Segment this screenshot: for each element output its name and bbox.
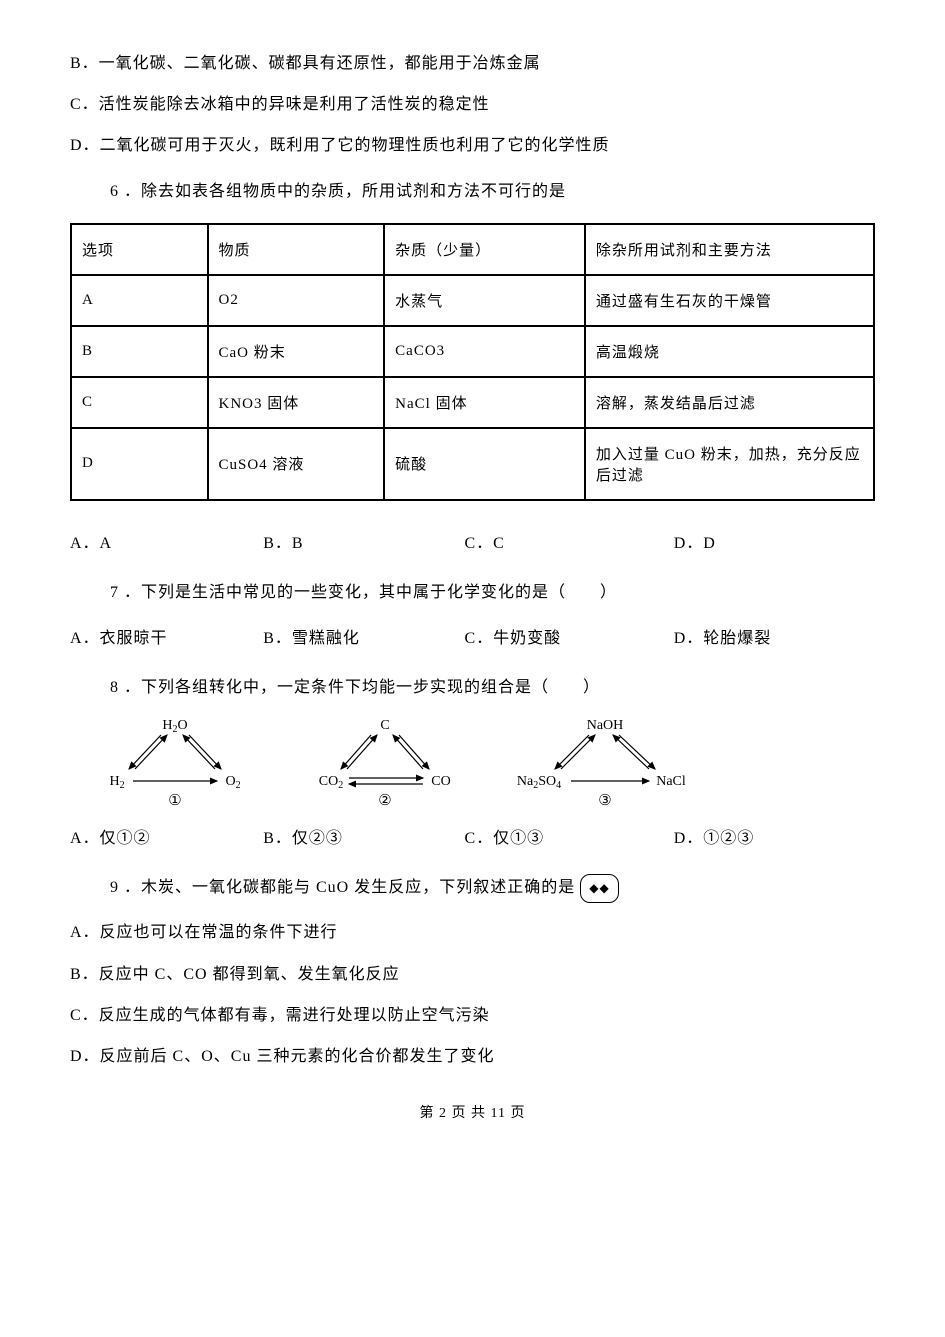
q8-diagrams: H2O H2 O2 ① C — [70, 715, 875, 810]
table-header: 选项 — [71, 224, 208, 275]
diagram-1: H2O H2 O2 ① — [70, 715, 280, 810]
diagram-label: ② — [378, 793, 391, 809]
diagram-3: NaOH Na2SO4 NaCl ③ — [490, 715, 720, 810]
table-cell: 通过盛有生石灰的干燥管 — [585, 275, 874, 326]
q6-options: A．A B．B C．C D．D — [70, 529, 875, 553]
svg-text:Na2SO4: Na2SO4 — [517, 774, 561, 791]
triangle-diagram-icon: C CO2 CO ② — [305, 715, 465, 810]
q7-options: A．衣服晾干 B．雪糕融化 C．牛奶变酸 D．轮胎爆裂 — [70, 624, 875, 648]
diagram-2: C CO2 CO ② — [280, 715, 490, 810]
q8-prompt: 8 ．下列各组转化中，一定条件下均能一步实现的组合是（ ） — [110, 670, 875, 705]
svg-text:CO2: CO2 — [319, 774, 343, 791]
table-cell: NaCl 固体 — [384, 377, 585, 428]
table-cell: CaCO3 — [384, 326, 585, 377]
diagram-label: ① — [168, 793, 181, 809]
table-row: C KNO3 固体 NaCl 固体 溶解，蒸发结晶后过滤 — [71, 377, 874, 428]
difficulty-marker-icon: ◆◆ — [580, 874, 618, 902]
q9-prompt: 9 ．木炭、一氧化碳都能与 CuO 发生反应，下列叙述正确的是 ◆◆ — [110, 870, 875, 905]
svg-text:H2: H2 — [109, 774, 124, 791]
table-cell: O2 — [208, 275, 385, 326]
q8-option-d: D．①②③ — [674, 824, 875, 848]
q5-option-c: C．活性炭能除去冰箱中的异味是利用了活性炭的稳定性 — [70, 87, 875, 122]
q8-option-c: C．仅①③ — [464, 824, 673, 848]
q7-option-d: D．轮胎爆裂 — [674, 624, 875, 648]
table-cell: 加入过量 CuO 粉末，加热，充分反应后过滤 — [585, 428, 874, 500]
q7-prompt: 7 ．下列是生活中常见的一些变化，其中属于化学变化的是（ ） — [110, 575, 875, 610]
table-cell: CuSO4 溶液 — [208, 428, 385, 500]
svg-text:CO: CO — [431, 774, 450, 789]
q8-options: A．仅①② B．仅②③ C．仅①③ D．①②③ — [70, 824, 875, 848]
table-row: A O2 水蒸气 通过盛有生石灰的干燥管 — [71, 275, 874, 326]
table-header: 杂质（少量） — [384, 224, 585, 275]
table-cell: 高温煅烧 — [585, 326, 874, 377]
q6-option-d: D．D — [674, 529, 875, 553]
q8-option-b: B．仅②③ — [263, 824, 464, 848]
q7-option-a: A．衣服晾干 — [70, 624, 263, 648]
svg-text:H2O: H2O — [162, 718, 187, 735]
q6-option-c: C．C — [464, 529, 673, 553]
table-cell: 溶解，蒸发结晶后过滤 — [585, 377, 874, 428]
q9-option-d: D．反应前后 C、O、Cu 三种元素的化合价都发生了变化 — [70, 1039, 875, 1074]
table-cell: CaO 粉末 — [208, 326, 385, 377]
table-row: D CuSO4 溶液 硫酸 加入过量 CuO 粉末，加热，充分反应后过滤 — [71, 428, 874, 500]
q6-table: 选项 物质 杂质（少量） 除杂所用试剂和主要方法 A O2 水蒸气 通过盛有生石… — [70, 223, 875, 501]
table-cell: 硫酸 — [384, 428, 585, 500]
triangle-diagram-icon: H2O H2 O2 ① — [95, 715, 255, 810]
table-row: B CaO 粉末 CaCO3 高温煅烧 — [71, 326, 874, 377]
q5-option-d: D．二氧化碳可用于灭火，既利用了它的物理性质也利用了它的化学性质 — [70, 128, 875, 163]
q9-option-b: B．反应中 C、CO 都得到氧、发生氧化反应 — [70, 957, 875, 992]
svg-text:O2: O2 — [225, 774, 240, 791]
table-header: 物质 — [208, 224, 385, 275]
table-cell: 水蒸气 — [384, 275, 585, 326]
svg-text:NaOH: NaOH — [587, 718, 624, 733]
q6-option-b: B．B — [263, 529, 464, 553]
triangle-diagram-icon: NaOH Na2SO4 NaCl ③ — [505, 715, 705, 810]
table-cell: C — [71, 377, 208, 428]
table-row: 选项 物质 杂质（少量） 除杂所用试剂和主要方法 — [71, 224, 874, 275]
svg-text:NaCl: NaCl — [656, 774, 686, 789]
q9-prompt-text: 9 ．木炭、一氧化碳都能与 CuO 发生反应，下列叙述正确的是 — [110, 879, 575, 896]
q8-option-a: A．仅①② — [70, 824, 263, 848]
table-header: 除杂所用试剂和主要方法 — [585, 224, 874, 275]
q7-option-c: C．牛奶变酸 — [464, 624, 673, 648]
table-cell: A — [71, 275, 208, 326]
page: B．一氧化碳、二氧化碳、碳都具有还原性，都能用于冶炼金属 C．活性炭能除去冰箱中… — [0, 0, 945, 1152]
q9-option-a: A．反应也可以在常温的条件下进行 — [70, 915, 875, 950]
table-cell: KNO3 固体 — [208, 377, 385, 428]
q6-prompt: 6 ．除去如表各组物质中的杂质，所用试剂和方法不可行的是 — [110, 174, 875, 209]
svg-text:C: C — [380, 718, 389, 733]
q5-option-b: B．一氧化碳、二氧化碳、碳都具有还原性，都能用于冶炼金属 — [70, 46, 875, 81]
q6-option-a: A．A — [70, 529, 263, 553]
q9-option-c: C．反应生成的气体都有毒，需进行处理以防止空气污染 — [70, 998, 875, 1033]
diagram-label: ③ — [598, 793, 611, 809]
table-cell: D — [71, 428, 208, 500]
q7-option-b: B．雪糕融化 — [263, 624, 464, 648]
page-footer: 第 2 页 共 11 页 — [70, 1102, 875, 1122]
table-cell: B — [71, 326, 208, 377]
